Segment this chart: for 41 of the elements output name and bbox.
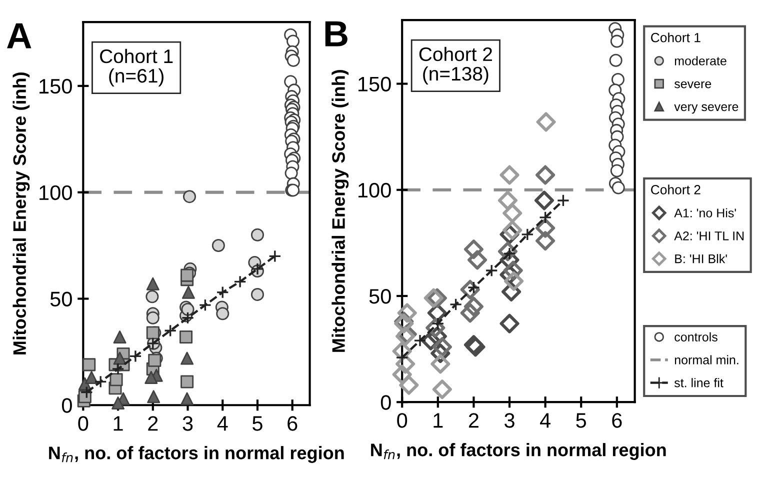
- x-tick-label: 4: [217, 416, 228, 431]
- annotation: Cohort 2 (n=138): [419, 46, 492, 84]
- chart-title: B: [325, 21, 348, 46]
- x-tick-label: 6: [612, 413, 622, 428]
- x-tick-label: 3: [182, 416, 193, 431]
- legend-label: B: 'HI Blk': [675, 254, 727, 264]
- x-tick-label: 2: [148, 416, 158, 431]
- legend-title: Cohort 1: [651, 32, 700, 42]
- annotation: Cohort 1 (n=61): [100, 48, 173, 87]
- x-tick-label: 4: [540, 413, 550, 428]
- legend-label: moderate: [674, 56, 726, 66]
- x-tick-label: 5: [576, 413, 586, 428]
- legend-label: very severe: [674, 104, 738, 114]
- x-axis-title: N$_{fn}$, no. of factors in normal region: [371, 443, 666, 460]
- legend-label: controls: [674, 332, 718, 342]
- x-tick-label: 0: [397, 413, 408, 428]
- y-tick-label: 0: [380, 395, 391, 410]
- y-tick-label: 100: [40, 185, 72, 200]
- y-tick-label: 150: [40, 78, 72, 94]
- y-axis-title: Mitochondrial Energy Score (inh): [332, 70, 349, 352]
- x-axis-title: N$_{fn}$, no. of factors in normal region: [49, 446, 344, 463]
- y-tick-label: 100: [358, 182, 391, 198]
- x-tick-label: 0: [78, 416, 88, 431]
- legend-title: Cohort 2: [651, 184, 700, 194]
- legend-label: severe: [674, 81, 712, 88]
- legend-label: A1: 'no His': [674, 208, 736, 218]
- x-tick-label: 5: [252, 416, 262, 431]
- x-tick-label: 2: [468, 413, 478, 428]
- chart-title: A: [7, 23, 32, 48]
- legend-label: normal min.: [674, 355, 738, 364]
- legend-label: A2: 'HI TL IN: [674, 231, 744, 240]
- legend-label: st. line fit: [674, 378, 724, 388]
- y-tick-label: 0: [62, 398, 72, 413]
- x-tick-label: 1: [114, 416, 123, 431]
- x-tick-label: 6: [288, 416, 298, 431]
- x-tick-label: 1: [434, 413, 443, 428]
- y-tick-label: 50: [50, 292, 72, 306]
- y-tick-label: 50: [369, 288, 391, 304]
- x-tick-label: 3: [504, 413, 514, 428]
- y-tick-label: 150: [358, 76, 391, 92]
- y-axis-title: Mitochondrial Energy Score (inh): [12, 72, 30, 354]
